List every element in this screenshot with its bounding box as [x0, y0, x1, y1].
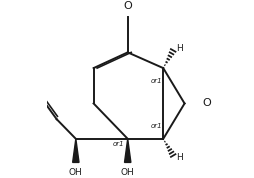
- Text: O: O: [202, 98, 211, 108]
- Text: or1: or1: [112, 141, 124, 147]
- Polygon shape: [73, 139, 79, 162]
- Text: OH: OH: [69, 168, 83, 177]
- Text: OH: OH: [121, 168, 135, 177]
- Text: or1: or1: [151, 78, 163, 84]
- Text: H: H: [176, 44, 183, 53]
- Text: H: H: [176, 153, 183, 162]
- Text: or1: or1: [151, 123, 163, 129]
- Text: O: O: [123, 1, 132, 11]
- Polygon shape: [124, 139, 131, 162]
